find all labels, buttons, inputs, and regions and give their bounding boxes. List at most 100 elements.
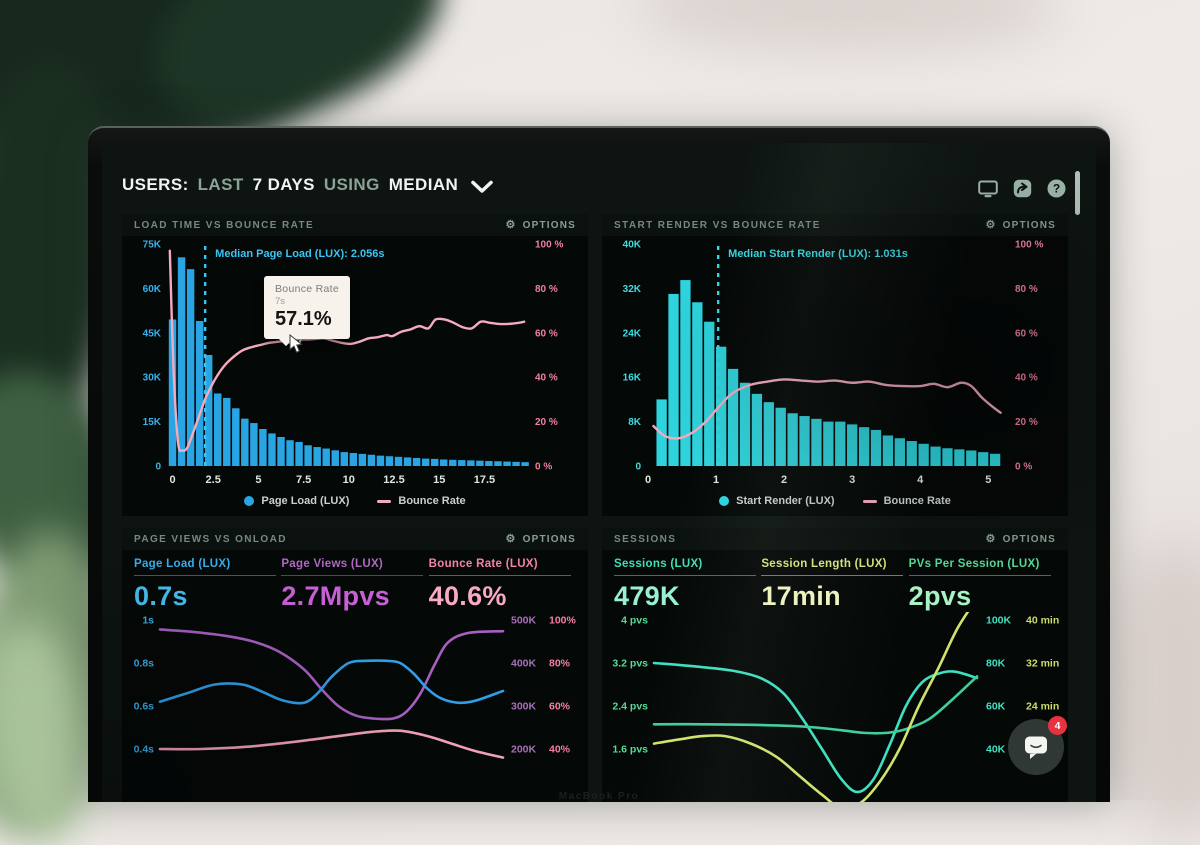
svg-text:0: 0 <box>645 474 651 486</box>
legend-dash <box>862 499 877 503</box>
svg-text:100 %: 100 % <box>535 240 563 251</box>
svg-text:100%: 100% <box>549 615 577 627</box>
svg-text:7.5: 7.5 <box>296 474 311 486</box>
notification-badge: 4 <box>1048 716 1067 735</box>
svg-text:3: 3 <box>849 474 855 486</box>
sessions-chart[interactable]: 4 pvs 3.2 pvs 2.4 pvs 1.6 pvs 100K 80K 60K 40K 4… <box>602 597 1068 802</box>
svg-text:3.2 pvs: 3.2 pvs <box>612 658 648 670</box>
metrics-row: Sessions (LUX) 479K Session Length (LUX)… <box>602 550 1068 612</box>
monitor-icon[interactable] <box>978 180 998 198</box>
panel-title: SESSIONS <box>614 533 677 545</box>
metric-page-load: Page Load (LUX) 0.7s <box>134 558 281 612</box>
title-range: 7 DAYS <box>252 175 315 194</box>
svg-text:0: 0 <box>155 462 161 473</box>
chat-launcher[interactable]: 4 <box>1008 716 1067 775</box>
svg-text:80 %: 80 % <box>535 284 558 295</box>
plant-stem <box>0 614 102 845</box>
svg-text:400K: 400K <box>511 658 537 670</box>
svg-text:1s: 1s <box>142 615 154 627</box>
svg-text:2.5: 2.5 <box>206 474 221 486</box>
title-aggregation: MEDIAN <box>388 175 459 194</box>
options-button[interactable]: ⚙ OPTIONS <box>505 532 576 545</box>
legend-page-load[interactable]: Page Load (LUX) <box>244 495 349 507</box>
svg-text:?: ? <box>1053 182 1060 196</box>
panel-load-time-vs-bounce-rate: LOAD TIME VS BOUNCE RATE ⚙ OPTIONS 75K 60K… <box>122 214 588 516</box>
legend-dot <box>719 496 730 506</box>
title-last: LAST <box>197 175 244 194</box>
svg-text:60 %: 60 % <box>1015 328 1038 339</box>
svg-text:0: 0 <box>635 462 641 473</box>
title-users: USERS: <box>122 175 189 194</box>
options-button[interactable]: ⚙ OPTIONS <box>985 532 1056 545</box>
scrollbar-thumb[interactable] <box>1075 171 1080 215</box>
svg-text:5: 5 <box>255 474 261 486</box>
svg-text:40%: 40% <box>549 744 571 756</box>
svg-text:5: 5 <box>985 474 991 486</box>
svg-text:1: 1 <box>713 474 719 486</box>
metric-page-views: Page Views (LUX) 2.7Mpvs <box>281 558 428 612</box>
metric-value: 0.7s <box>134 581 188 611</box>
svg-text:0 %: 0 % <box>535 462 552 473</box>
chart-legend: Start Render (LUX) Bounce Rate <box>602 495 1068 507</box>
chevron-down-icon[interactable] <box>471 180 493 194</box>
legend-start-render[interactable]: Start Render (LUX) <box>719 495 835 507</box>
background-shadow <box>1110 540 1200 840</box>
svg-text:80K: 80K <box>986 658 1006 670</box>
start-render-chart[interactable]: 40K 32K 24K 16K 8K 0 100 % 80 % 60 % 40 % 20 % 0 % 0… <box>602 236 1068 488</box>
svg-text:0.6s: 0.6s <box>134 701 155 713</box>
gear-icon: ⚙ <box>985 218 997 231</box>
panel-title: LOAD TIME VS BOUNCE RATE <box>134 219 315 231</box>
svg-text:40 min: 40 min <box>1026 615 1059 627</box>
chart-legend: Page Load (LUX) Bounce Rate <box>122 495 588 507</box>
panel-header: LOAD TIME VS BOUNCE RATE ⚙ OPTIONS <box>122 214 588 236</box>
metric-label: Bounce Rate (LUX) <box>428 558 571 576</box>
metric-session-length: Session Length (LUX) 17min <box>761 558 908 612</box>
svg-text:300K: 300K <box>511 701 537 713</box>
svg-text:500K: 500K <box>511 615 537 627</box>
legend-bounce-rate[interactable]: Bounce Rate <box>377 495 466 507</box>
panel-header: SESSIONS ⚙ OPTIONS <box>602 528 1068 550</box>
metric-value: 17min <box>761 581 841 611</box>
svg-text:80%: 80% <box>549 658 571 670</box>
legend-dot <box>244 496 255 506</box>
options-button[interactable]: ⚙ OPTIONS <box>505 218 576 231</box>
panel-sessions: SESSIONS ⚙ OPTIONS Sessions (LUX) 479K Se… <box>602 528 1068 802</box>
panel-header: START RENDER VS BOUNCE RATE ⚙ OPTIONS <box>602 214 1068 236</box>
metrics-row: Page Load (LUX) 0.7s Page Views (LUX) 2.… <box>122 550 588 612</box>
svg-text:17.5: 17.5 <box>474 474 495 486</box>
svg-text:40K: 40K <box>986 744 1006 756</box>
svg-text:20 %: 20 % <box>1015 417 1038 428</box>
panel-header: PAGE VIEWS VS ONLOAD ⚙ OPTIONS <box>122 528 588 550</box>
load-time-chart[interactable]: 75K 60K 45K 30K 15K 0 100 % 80 % 60 % 40 % 20 % 0 %… <box>122 236 588 488</box>
panel-title: PAGE VIEWS VS ONLOAD <box>134 533 287 545</box>
help-icon[interactable]: ? <box>1047 179 1066 198</box>
metric-value: 2pvs <box>908 581 972 611</box>
legend-bounce-rate[interactable]: Bounce Rate <box>862 495 951 507</box>
metric-bounce-rate: Bounce Rate (LUX) 40.6% <box>428 558 576 612</box>
page-views-chart[interactable]: 1s 0.8s 0.6s 0.4s 500K 400K 300K 200K 100% 80% 60%… <box>122 612 588 802</box>
svg-text:Median Page Load (LUX): 2.056s: Median Page Load (LUX): 2.056s <box>215 248 384 260</box>
metric-label: Sessions (LUX) <box>614 558 756 576</box>
panel-page-views-vs-onload: PAGE VIEWS VS ONLOAD ⚙ OPTIONS Page Load … <box>122 528 588 802</box>
header-icons: ? <box>978 179 1066 198</box>
svg-text:100K: 100K <box>986 615 1012 627</box>
svg-text:2.4 pvs: 2.4 pvs <box>612 701 648 713</box>
svg-text:24K: 24K <box>623 328 642 339</box>
metric-sessions: Sessions (LUX) 479K <box>614 558 761 612</box>
svg-text:12.5: 12.5 <box>383 474 404 486</box>
svg-text:200K: 200K <box>511 744 537 756</box>
gear-icon: ⚙ <box>505 532 517 545</box>
svg-text:0 %: 0 % <box>1015 462 1032 473</box>
svg-text:15K: 15K <box>143 417 162 428</box>
svg-text:2: 2 <box>781 474 787 486</box>
svg-text:100 %: 100 % <box>1015 240 1043 251</box>
panel-start-render-vs-bounce-rate: START RENDER VS BOUNCE RATE ⚙ OPTIONS 40K… <box>602 214 1068 516</box>
device-label: MacBook Pro <box>558 791 640 802</box>
svg-text:0: 0 <box>169 474 175 486</box>
svg-text:4 pvs: 4 pvs <box>621 615 648 627</box>
svg-text:0.4s: 0.4s <box>134 744 155 756</box>
share-icon[interactable] <box>1013 179 1032 198</box>
svg-text:0.8s: 0.8s <box>134 658 155 670</box>
svg-text:Median Start Render (LUX): 1.0: Median Start Render (LUX): 1.031s <box>728 248 908 260</box>
options-button[interactable]: ⚙ OPTIONS <box>985 218 1056 231</box>
